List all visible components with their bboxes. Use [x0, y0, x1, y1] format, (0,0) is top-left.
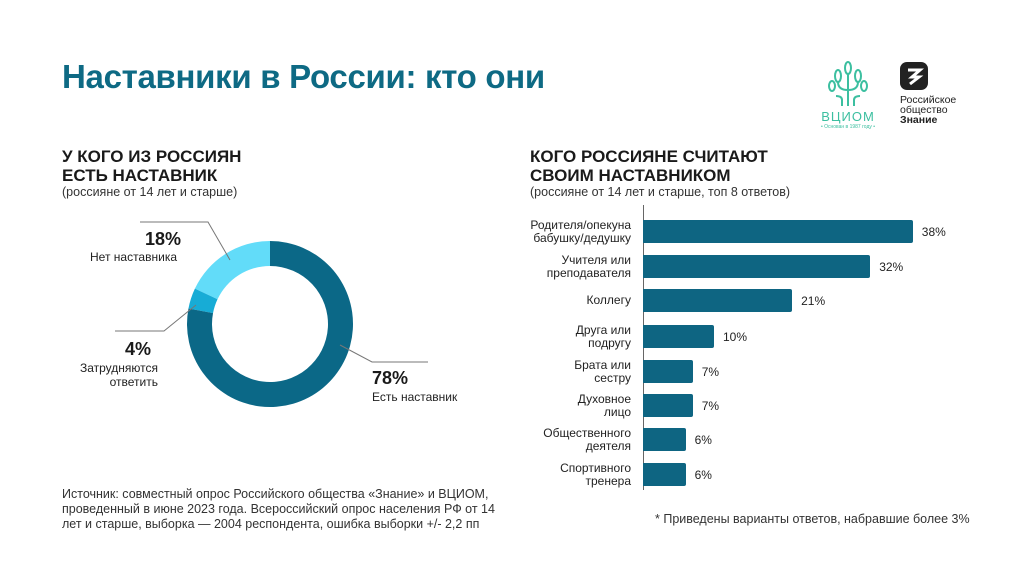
leader-line	[115, 304, 197, 332]
slice-label-line: Затрудняются	[79, 361, 158, 375]
bar-category-label: Спортивного тренера	[491, 460, 632, 488]
source-line: проведенный в июне 2023 года. Всероссийс…	[62, 502, 495, 516]
slice-label: Затрудняются ответить	[70, 361, 158, 389]
category-line: Коллегу	[586, 293, 631, 307]
category-line: сестру	[594, 370, 631, 385]
bar-value-label: 38%	[921, 225, 946, 239]
bar	[643, 394, 693, 417]
bar	[643, 428, 686, 451]
donut-title-line: ЕСТЬ НАСТАВНИК	[62, 166, 218, 185]
tree-icon	[828, 61, 868, 106]
bar-title-line: КОГО РОССИЯНЕ СЧИТАЮТ	[530, 147, 768, 166]
donut-chart	[115, 221, 428, 407]
bar	[643, 289, 793, 312]
donut-subtitle: (россияне от 14 лет и старше)	[62, 185, 238, 199]
bar-title: КОГО РОССИЯНЕ СЧИТАЮТ СВОИМ НАСТАВНИКОМ	[530, 147, 768, 185]
bar-category-label: Духовное лицо	[491, 391, 631, 419]
bar-value-label: 7%	[701, 365, 720, 379]
bar	[643, 360, 693, 383]
category-line: Друга или	[575, 322, 631, 337]
page-title: Наставники в России: кто они	[62, 58, 545, 95]
donut-title: У КОГО ИЗ РОССИЯН ЕСТЬ НАСТАВНИК	[62, 147, 241, 185]
bar-subtitle: (россияне от 14 лет и старше, топ 8 отве…	[530, 185, 791, 199]
bar-category-label: Брата или сестру	[491, 357, 631, 385]
bar-category-label: Родителя/опекуна бабушку/дедушку	[491, 217, 631, 245]
leader-line	[140, 221, 231, 261]
bar-category-label: Коллегу	[491, 294, 631, 307]
category-line: Спортивного	[560, 460, 631, 475]
slice-label: Есть наставник	[372, 390, 458, 404]
znanie-logo: Российское общество Знание	[900, 62, 956, 125]
category-line: Учителя или	[561, 252, 631, 267]
category-line: лицо	[603, 404, 631, 419]
bar	[643, 255, 871, 278]
bar-value-label: 6%	[694, 433, 712, 447]
vciom-logo: ВЦИОМ • Основан в 1987 году •	[808, 60, 888, 130]
source-line: Источник: совместный опрос Российского о…	[62, 487, 489, 501]
bar-category-label: Учителя или преподавателя	[491, 252, 631, 280]
category-line: Родителя/опекуна	[530, 217, 631, 232]
bar	[643, 463, 686, 486]
slice-value: 78%	[372, 368, 409, 388]
category-line: деятеля	[585, 438, 631, 453]
leader-line	[339, 344, 428, 363]
bar-title-line: СВОИМ НАСТАВНИКОМ	[530, 166, 731, 185]
bar-value-label: 7%	[701, 399, 720, 413]
donut-slice	[188, 288, 218, 314]
donut-slice	[194, 241, 270, 300]
bar-category-label: Общественного деятеля	[491, 425, 631, 453]
category-line: Духовное	[577, 391, 631, 406]
slice-label: Нет наставника	[90, 250, 177, 264]
slice-label-line: ответить	[109, 375, 158, 389]
category-line: тренера	[585, 473, 632, 488]
bar-value-label: 6%	[694, 468, 712, 482]
category-line: бабушку/дедушку	[533, 230, 631, 245]
source-note: Источник: совместный опрос Российского о…	[62, 487, 495, 532]
znanie-icon	[900, 62, 928, 90]
donut-slice	[186, 241, 354, 407]
slice-value: 4%	[125, 339, 152, 359]
category-line: Брата или	[574, 357, 631, 372]
category-line: преподавателя	[546, 265, 631, 280]
bar	[643, 325, 714, 348]
bar-value-label: 10%	[723, 330, 748, 344]
footnote: * Приведены варианты ответов, набравшие …	[655, 512, 970, 526]
bar-category-label: Друга или подругу	[491, 322, 631, 350]
slice-value: 18%	[145, 229, 182, 249]
bar	[643, 220, 913, 243]
category-line: подругу	[588, 335, 631, 350]
donut-title-line: У КОГО ИЗ РОССИЯН	[62, 147, 242, 166]
category-line: Общественного	[543, 425, 631, 440]
source-line: лет и старше, выборка — 2004 респондента…	[62, 517, 480, 531]
bar-value-label: 32%	[879, 260, 904, 274]
bar-value-label: 21%	[801, 294, 826, 308]
